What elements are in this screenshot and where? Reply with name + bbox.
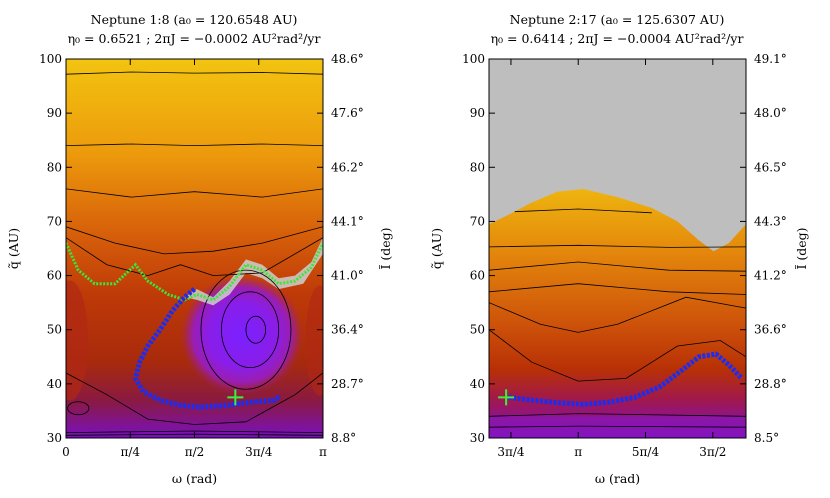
y-right-tick-label: 36.4° [331,323,364,337]
x-tick-label: 0 [62,445,70,459]
initial-condition-marker [227,389,244,406]
y-tick-label: 30 [47,431,62,445]
green-trajectory [66,242,323,302]
chart-title-line1: Neptune 1:8 (a₀ = 120.6548 AU) [91,12,298,27]
x-tick-label: π/4 [120,445,140,459]
initial-condition-marker [498,389,515,406]
chart-title-line2: η₀ = 0.6521 ; 2πJ = −0.0002 AU²rad²/yr [68,31,321,46]
chart-title-line1: Neptune 2:17 (a₀ = 125.6307 AU) [510,12,725,27]
heatmap-background [66,59,323,438]
heatmap-lobe-right [305,285,323,396]
x-axis-label: ω (rad) [595,471,640,486]
y-right-tick-label: 8.8° [331,431,356,445]
y-tick-label: 30 [470,431,485,445]
plot-frame [488,58,747,439]
x-tick-label: π [574,445,582,459]
contour-line-0 [66,71,323,75]
contour-line-6 [66,430,323,433]
contour-line-5 [66,372,323,425]
y-tick-label: 90 [470,106,485,120]
contour-line-2 [489,261,746,272]
x-axis-label: ω (rad) [172,471,217,486]
contour-line-5 [489,329,746,382]
excluded-region [489,59,746,252]
contour-line-4 [66,237,323,277]
x-tick-label: 3π/4 [245,445,273,459]
y-right-tick-label: 41.0° [331,269,364,283]
x-tick-label: 5π/4 [632,445,660,459]
chart-panel-neptune-1-8: Neptune 1:8 (a₀ = 120.6548 AU) η₀ = 0.652… [6,12,393,486]
y-tick-label: 70 [470,214,485,228]
y-tick-label: 50 [47,323,62,337]
y-axis-label: q̃ (AU) [6,228,21,269]
y-right-axis-label: Ĩ (deg) [378,227,393,269]
y-tick-label: 70 [47,214,62,228]
plot-area [66,59,323,438]
contour-line-0 [514,208,652,214]
contour-ellipse-2 [245,315,267,344]
heatmap-bottom-band [489,416,746,438]
contour-line-1 [66,143,323,147]
y-right-axis-label: Ĩ (deg) [794,227,809,269]
chart-title-line2: η₀ = 0.6414 ; 2πJ = −0.0004 AU²rad²/yr [491,31,744,46]
y-tick-label: 80 [470,160,485,174]
contour-line-6 [489,413,746,417]
y-right-tick-label: 8.5° [754,431,779,445]
y-right-tick-label: 48.0° [754,106,787,120]
y-right-tick-label: 46.2° [331,160,364,174]
x-tick-label: π/2 [185,445,205,459]
y-right-tick-label: 28.7° [331,377,364,391]
y-tick-label: 60 [470,269,485,283]
y-tick-label: 50 [470,323,485,337]
blue-trajectory [508,351,744,407]
y-right-tick-label: 41.2° [754,269,787,283]
heatmap-resonance-island [180,275,304,395]
y-tick-label: 90 [47,106,62,120]
contour-line-7 [489,425,746,428]
heatmap-unstable-fringe [184,237,323,306]
contour-line-1 [489,244,746,248]
contour-ellipse-0 [200,269,292,390]
plot-area [489,59,746,438]
y-tick-label: 100 [462,52,485,66]
blue-trajectory [133,287,282,410]
contour-line-3 [66,226,323,255]
contour-ellipse-1 [221,291,280,369]
y-right-tick-label: 36.6° [754,323,787,337]
y-tick-label: 80 [47,160,62,174]
contour-line-4 [489,296,746,333]
contour-line-2 [66,188,323,198]
heatmap-lobe-left [66,280,89,401]
y-right-tick-label: 46.5° [754,160,787,174]
chart-panel-neptune-2-17: Neptune 2:17 (a₀ = 125.6307 AU) η₀ = 0.64… [429,12,809,486]
y-right-tick-label: 28.8° [754,377,787,391]
y-tick-label: 40 [470,377,485,391]
y-right-tick-label: 49.1° [754,52,787,66]
x-tick-label: 3π/2 [699,445,726,459]
y-tick-label: 100 [39,52,62,66]
contour-line-3 [489,283,746,295]
y-axis-label: q̃ (AU) [429,228,444,269]
contour-ellipse-3 [67,401,90,416]
y-tick-label: 40 [47,377,62,391]
y-right-tick-label: 44.1° [331,214,364,228]
y-tick-label: 60 [47,269,62,283]
y-right-tick-label: 48.6° [331,52,364,66]
x-tick-label: π [319,445,327,459]
y-right-tick-label: 47.6° [331,106,364,120]
y-right-tick-label: 44.3° [754,214,787,228]
x-tick-label: 3π/4 [497,445,525,459]
